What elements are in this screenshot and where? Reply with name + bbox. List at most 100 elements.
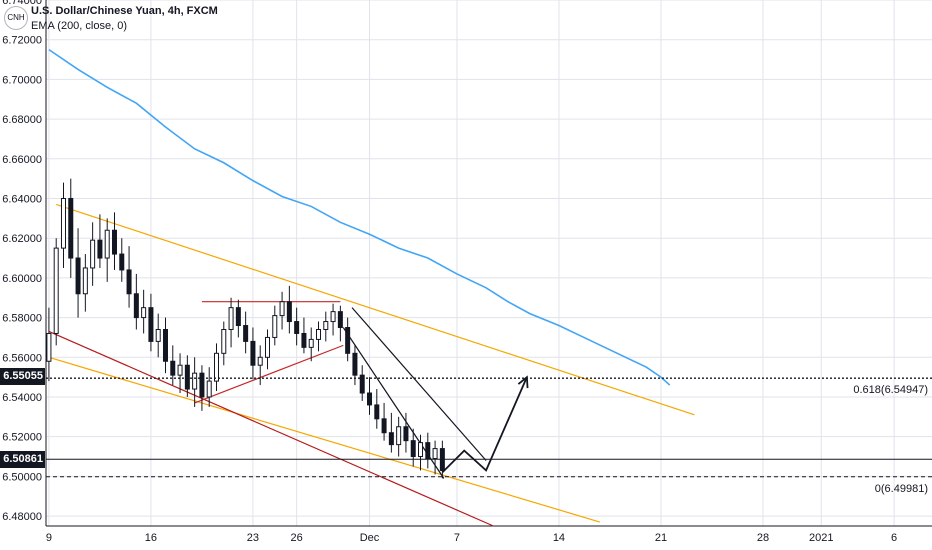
projection-path — [441, 376, 528, 474]
y-tick-label: 6.62000 — [2, 233, 42, 245]
candle-body — [235, 307, 241, 327]
candle-body — [286, 301, 292, 323]
candle-body — [148, 307, 154, 342]
projection-arrowhead — [517, 375, 529, 389]
candle-body — [90, 239, 96, 269]
y-tick-label: 6.68000 — [2, 114, 42, 126]
x-tick-label: 23 — [247, 532, 259, 544]
candle-body — [272, 315, 278, 338]
candle-body — [345, 327, 351, 354]
y-tick-label: 6.64000 — [2, 193, 42, 205]
candle-body — [53, 247, 59, 334]
fib-0618-label: 0.618(6.54947) — [853, 384, 928, 396]
y-tick-label: 6.72000 — [2, 35, 42, 47]
candle-body — [177, 364, 183, 376]
y-tick-label: 6.58000 — [2, 313, 42, 325]
y-tick-label: 6.74000 — [2, 0, 42, 7]
candle-body — [308, 338, 314, 348]
candle-body — [141, 307, 147, 319]
x-tick-label: 16 — [145, 532, 157, 544]
candle-body — [279, 301, 285, 317]
x-tick-label: 9 — [46, 532, 52, 544]
x-tick-label: 7 — [454, 532, 460, 544]
candle-body — [155, 328, 161, 342]
candle-body — [257, 356, 263, 366]
candle-body — [301, 332, 307, 348]
candle-body — [199, 372, 205, 398]
time-axis[interactable]: 9 16 23 26 Dec 7 14 21 28 2021 6 — [46, 525, 932, 544]
candlestick-series — [46, 178, 445, 479]
candle-body — [192, 372, 198, 390]
legend-indicator: EMA (200, close, 0) — [31, 20, 127, 32]
x-tick-label: 26 — [291, 532, 303, 544]
candle-body — [228, 307, 234, 330]
candle-body — [432, 448, 438, 460]
candle-body — [352, 352, 358, 376]
x-tick-label: 2021 — [809, 532, 833, 544]
legend-title: U.S. Dollar/Chinese Yuan, 4h, FXCM — [31, 5, 218, 17]
candle-body — [396, 426, 402, 446]
channel-lower-line — [48, 356, 600, 523]
x-tick-label: 14 — [553, 532, 565, 544]
candle-body — [104, 229, 110, 259]
x-tick-label: 28 — [757, 532, 769, 544]
candle-body — [337, 311, 343, 329]
y-tick-label: 6.52000 — [2, 432, 42, 444]
fib-0-label: 0(6.49981) — [875, 483, 928, 495]
candle-body — [367, 392, 373, 406]
candle-body — [60, 197, 66, 249]
price-tag-current: 6.50861 — [0, 450, 45, 468]
candle-body — [221, 328, 227, 354]
candle-body — [243, 325, 249, 342]
triangle-bottom-line — [194, 344, 344, 404]
candle-body — [381, 418, 387, 434]
ema-200-line — [48, 48, 671, 386]
x-tick-label: 6 — [891, 532, 897, 544]
x-tick-label: 21 — [655, 532, 667, 544]
candle-body — [82, 267, 88, 295]
y-tick-label: 6.54000 — [2, 392, 42, 404]
gridlines — [46, 0, 932, 526]
candle-body — [126, 269, 132, 295]
candle-body — [294, 321, 300, 334]
candle-body — [111, 229, 117, 255]
candle-body — [68, 197, 74, 259]
candle-body — [359, 374, 365, 394]
candle-body — [206, 380, 212, 398]
candle-body — [119, 253, 125, 271]
symbol-icon: CNH — [4, 6, 28, 30]
candle-body — [250, 340, 256, 366]
chart-legend: U.S. Dollar/Chinese Yuan, 4h, FXCM EMA (… — [31, 4, 218, 34]
candle-body — [213, 352, 220, 382]
candle-body — [374, 404, 380, 420]
y-tick-label: 6.66000 — [2, 154, 42, 166]
candle-body — [46, 332, 52, 362]
fibonacci-levels: 0.618(6.54947) 0(6.49981) — [46, 377, 932, 495]
candle-body — [133, 293, 139, 319]
price-tag-fib: 6.55055 — [0, 367, 45, 385]
y-tick-label: 6.56000 — [2, 352, 42, 364]
y-tick-label: 6.48000 — [2, 511, 42, 523]
ema-line — [48, 48, 671, 386]
candle-body — [330, 311, 336, 323]
candle-body — [425, 442, 431, 460]
inner-channel-line — [48, 330, 494, 527]
wedge-upper-line — [351, 307, 487, 461]
candle-body — [418, 442, 424, 458]
candle-body — [162, 328, 168, 362]
candle-body — [410, 440, 416, 458]
price-axis[interactable]: 6.48000 6.50000 6.52000 6.54000 6.56000 6.580… — [2, 0, 47, 526]
candle-body — [170, 360, 176, 376]
candle-body — [388, 432, 394, 446]
candle-body — [75, 257, 81, 295]
channel-upper-line — [56, 203, 695, 416]
candle-body — [97, 239, 103, 259]
y-tick-label: 6.70000 — [2, 74, 42, 86]
y-tick-label: 6.50000 — [2, 471, 42, 483]
x-tick-label: Dec — [360, 532, 380, 544]
candle-body — [184, 364, 190, 390]
candle-body — [403, 426, 409, 442]
y-tick-label: 6.60000 — [2, 273, 42, 285]
